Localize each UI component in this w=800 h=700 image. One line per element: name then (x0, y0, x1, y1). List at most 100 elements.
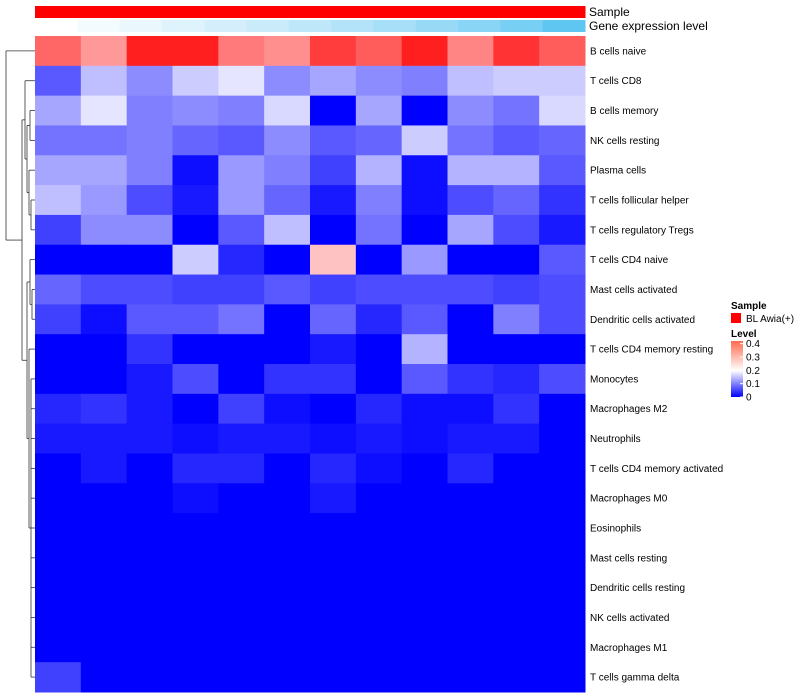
heatmap-cell (447, 214, 494, 246)
heatmap-cell (172, 155, 219, 186)
heatmap-cell (310, 95, 357, 126)
heatmap-cell (493, 185, 540, 216)
heatmap-cell (447, 632, 494, 663)
heatmap-cell (447, 185, 494, 216)
heatmap-cell (310, 185, 357, 216)
heatmap-cell (35, 36, 82, 67)
heatmap-cell (264, 214, 311, 246)
heatmap-cell (355, 393, 403, 425)
heatmap-cell (35, 662, 82, 693)
heatmap-cell (264, 334, 311, 365)
heatmap-cell (447, 304, 494, 335)
heatmap-cell (126, 274, 173, 305)
heatmap-cell (172, 304, 219, 335)
heatmap-cell (493, 274, 540, 305)
row-label: NK cells activated (590, 613, 669, 624)
heatmap-cell (218, 274, 265, 305)
annotation-cell (458, 6, 501, 18)
row-labels: B cells naive T cells CD8 B cells memory NK… (590, 46, 723, 683)
annotation-cell (204, 6, 248, 18)
heatmap-cell (493, 214, 540, 246)
heatmap-cell (401, 453, 448, 484)
heatmap-cell (401, 65, 448, 97)
heatmap-cell (310, 513, 357, 544)
heatmap-cell (539, 602, 586, 633)
heatmap-cell (126, 423, 173, 454)
annotation-cell (500, 20, 544, 32)
heatmap-cell (126, 304, 173, 335)
heatmap-cell (355, 334, 403, 365)
heatmap-cell (218, 244, 265, 276)
heatmap-cell (264, 542, 311, 574)
row-label: Mast cells resting (590, 553, 667, 564)
heatmap-cell (310, 65, 357, 97)
annotation-cell (161, 6, 205, 18)
heatmap-cell (264, 453, 311, 484)
heatmap-cell (172, 662, 219, 693)
heatmap-cell (218, 453, 265, 484)
heatmap-cell (126, 542, 173, 574)
heatmap-cell (80, 483, 128, 514)
heatmap-cell (401, 125, 448, 156)
heatmap-cell (80, 602, 128, 633)
heatmap-cell (218, 214, 265, 246)
heatmap-cell (264, 304, 311, 335)
heatmap-cell (310, 364, 357, 395)
heatmap-cell (126, 95, 173, 126)
row-label: Monocytes (590, 374, 638, 385)
annotation-cell (542, 20, 586, 32)
annotation-cell (35, 6, 78, 18)
heatmap-cell (126, 393, 173, 425)
heatmap-cell (80, 95, 128, 126)
annotation-label: Sample (589, 5, 630, 19)
heatmap-cell (35, 364, 82, 395)
annotation-cell (415, 6, 459, 18)
heatmap-cell (172, 334, 219, 365)
heatmap-cell (310, 632, 357, 663)
annotation-label: Gene expression level (589, 19, 708, 33)
heatmap-cell (310, 244, 357, 276)
heatmap-cell (493, 662, 540, 693)
heatmap-cell (493, 125, 540, 156)
heatmap-cell (401, 542, 448, 574)
legend-tick-label: 0.3 (746, 353, 760, 364)
heatmap-cell (493, 304, 540, 335)
heatmap-cell (310, 304, 357, 335)
heatmap-cell (539, 542, 586, 574)
heatmap-cell (493, 364, 540, 395)
heatmap-cell (355, 632, 403, 663)
heatmap-cell (401, 274, 448, 305)
heatmap-cell (401, 423, 448, 454)
row-label: Eosinophils (590, 524, 641, 535)
heatmap-cell (35, 65, 82, 97)
heatmap-cell (35, 393, 82, 425)
heatmap-cell (35, 513, 82, 544)
heatmap-cell (539, 304, 586, 335)
heatmap-cell (35, 95, 82, 126)
heatmap-cell (539, 572, 586, 604)
heatmap-cell (80, 65, 128, 97)
annotation-cell (119, 20, 163, 32)
legend: Sample BL Awia(+) Level 0.4 0.3 0.2 0.1 0 (731, 301, 794, 404)
heatmap-cell (80, 513, 128, 544)
heatmap-cell (401, 334, 448, 365)
row-label: Dendritic cells resting (590, 583, 685, 594)
heatmap-cell (218, 36, 265, 67)
heatmap-cell (80, 185, 128, 216)
heatmap-cell (126, 36, 173, 67)
row-label: T cells gamma delta (590, 673, 680, 684)
heatmap-cell (310, 214, 357, 246)
heatmap-cell (447, 334, 494, 365)
heatmap-cell (264, 513, 311, 544)
heatmap-cell (126, 602, 173, 633)
heatmap-cell (401, 244, 448, 276)
heatmap-cell (310, 423, 357, 454)
row-label: NK cells resting (590, 136, 659, 147)
heatmap-cell (218, 513, 265, 544)
heatmap-cell (35, 334, 82, 365)
annotation-cell (373, 20, 417, 32)
heatmap-cell (35, 572, 82, 604)
heatmap-cell (447, 274, 494, 305)
